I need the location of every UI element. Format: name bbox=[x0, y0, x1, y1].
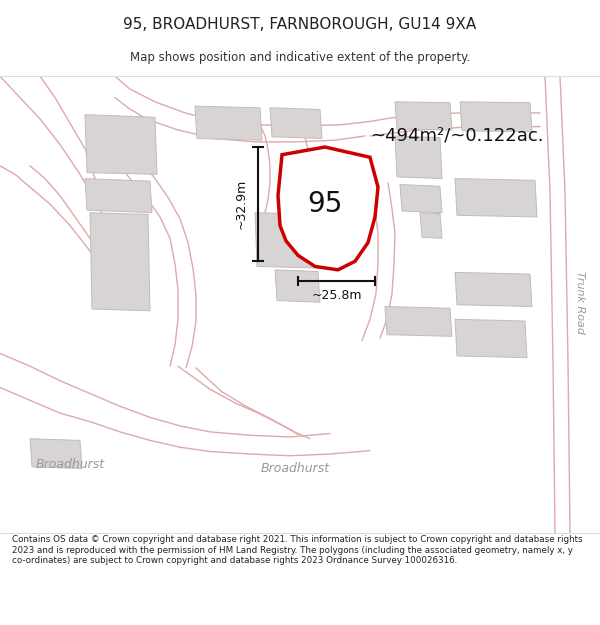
Polygon shape bbox=[455, 179, 537, 217]
Polygon shape bbox=[460, 102, 532, 132]
Polygon shape bbox=[90, 213, 150, 311]
Polygon shape bbox=[195, 106, 262, 140]
Polygon shape bbox=[455, 272, 532, 306]
Polygon shape bbox=[455, 319, 527, 357]
Polygon shape bbox=[85, 179, 152, 212]
Text: Broadhurst: Broadhurst bbox=[260, 462, 329, 475]
Text: Contains OS data © Crown copyright and database right 2021. This information is : Contains OS data © Crown copyright and d… bbox=[12, 535, 583, 565]
Polygon shape bbox=[270, 107, 322, 139]
Text: Map shows position and indicative extent of the property.: Map shows position and indicative extent… bbox=[130, 51, 470, 64]
Text: Trunk Road: Trunk Road bbox=[575, 271, 585, 334]
Polygon shape bbox=[30, 439, 82, 469]
Polygon shape bbox=[85, 114, 157, 174]
Polygon shape bbox=[420, 213, 442, 238]
Polygon shape bbox=[275, 270, 320, 302]
Text: ~32.9m: ~32.9m bbox=[235, 179, 248, 229]
Text: 95, BROADHURST, FARNBOROUGH, GU14 9XA: 95, BROADHURST, FARNBOROUGH, GU14 9XA bbox=[124, 17, 476, 32]
Text: Broadhurst: Broadhurst bbox=[35, 458, 104, 471]
Polygon shape bbox=[255, 213, 322, 268]
Polygon shape bbox=[278, 147, 378, 270]
Polygon shape bbox=[385, 306, 452, 336]
Text: ~25.8m: ~25.8m bbox=[311, 289, 362, 302]
Text: 95: 95 bbox=[307, 190, 343, 218]
Text: ~494m²/~0.122ac.: ~494m²/~0.122ac. bbox=[370, 127, 544, 145]
Polygon shape bbox=[395, 136, 442, 179]
Polygon shape bbox=[395, 102, 452, 130]
Polygon shape bbox=[400, 184, 442, 213]
